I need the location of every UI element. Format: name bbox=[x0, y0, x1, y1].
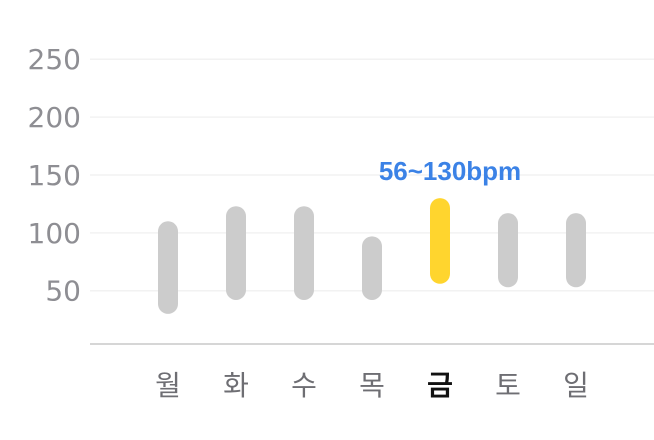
x-category-label[interactable]: 월 bbox=[155, 369, 181, 402]
range-bar-3[interactable] bbox=[294, 206, 314, 300]
x-category-label[interactable]: 토 bbox=[495, 369, 521, 402]
x-category-label[interactable]: 금 bbox=[427, 369, 453, 402]
y-tick-label: 200 bbox=[28, 101, 81, 134]
y-tick-label: 100 bbox=[28, 217, 81, 250]
x-category-label[interactable]: 수 bbox=[291, 369, 317, 402]
selected-range-label: 56~130bpm bbox=[379, 156, 521, 186]
range-bars bbox=[158, 198, 586, 314]
y-tick-label: 150 bbox=[28, 159, 81, 192]
y-tick-label: 250 bbox=[28, 43, 81, 76]
range-bar-2[interactable] bbox=[226, 206, 246, 300]
y-axis-ticks: 50 100 150 200 250 bbox=[28, 43, 81, 308]
range-bar-7[interactable] bbox=[566, 213, 586, 288]
range-bar-6[interactable] bbox=[498, 213, 518, 288]
range-bar-5[interactable] bbox=[430, 198, 450, 284]
y-tick-label: 50 bbox=[45, 275, 81, 308]
x-category-label[interactable]: 일 bbox=[563, 369, 589, 402]
x-category-label[interactable]: 목 bbox=[359, 369, 385, 402]
grid-lines bbox=[90, 58, 654, 292]
range-bar-1[interactable] bbox=[158, 221, 178, 314]
x-category-label[interactable]: 화 bbox=[223, 369, 249, 402]
range-bar-4[interactable] bbox=[362, 236, 382, 300]
